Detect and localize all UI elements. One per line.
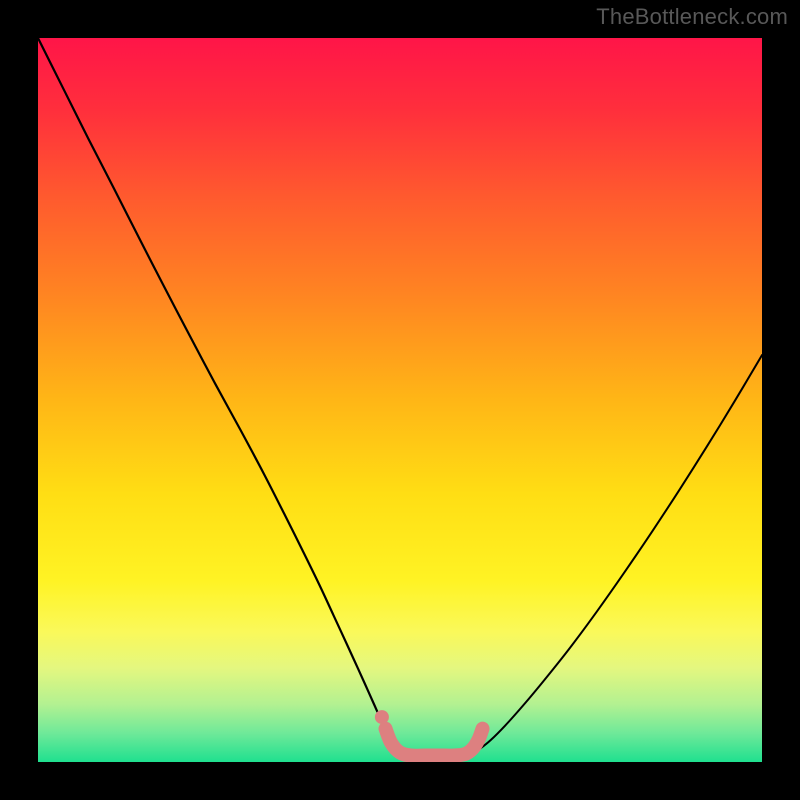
plot-background xyxy=(38,38,762,762)
watermark-text: TheBottleneck.com xyxy=(596,4,788,30)
highlight-dot xyxy=(375,710,389,724)
chart-frame: TheBottleneck.com xyxy=(0,0,800,800)
bottleneck-curve-chart xyxy=(0,0,800,800)
